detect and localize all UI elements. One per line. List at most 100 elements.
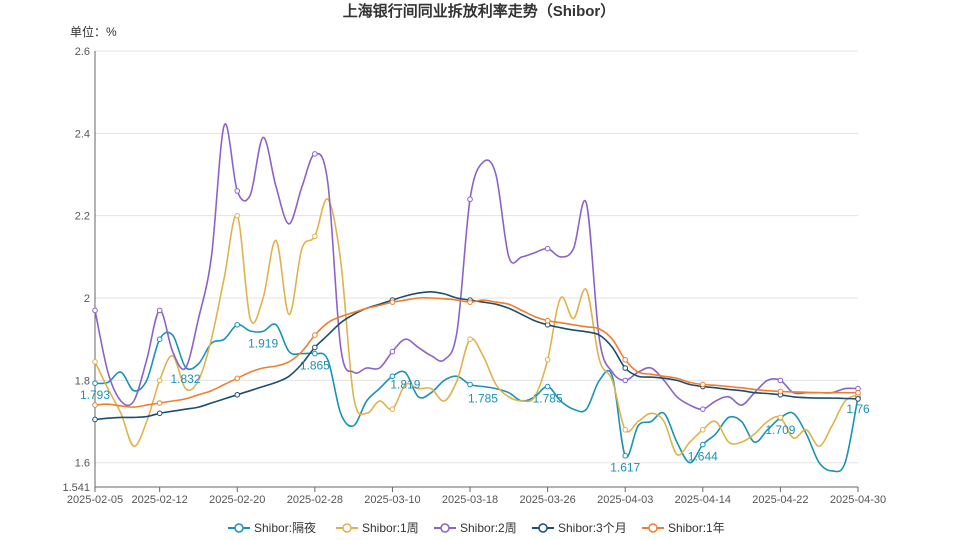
series-point	[156, 377, 163, 384]
series-line-2	[94, 123, 859, 411]
series-point	[467, 299, 473, 305]
series-point	[389, 348, 396, 355]
legend-label: Shibor:2周	[460, 521, 517, 535]
series-point	[467, 336, 473, 342]
series-point	[92, 380, 98, 387]
y-tick-label: 1.541	[62, 482, 90, 494]
series-point	[389, 373, 396, 380]
data-label: 1.644	[688, 450, 718, 464]
series-point	[234, 391, 241, 398]
series-point	[622, 452, 629, 459]
series-point	[622, 356, 629, 363]
series-line-0	[94, 323, 859, 473]
series-point	[92, 359, 98, 365]
series-point	[312, 151, 318, 157]
series-point	[544, 383, 551, 390]
x-tick-label: 2025-04-30	[830, 494, 886, 506]
series-point	[622, 426, 629, 433]
data-label: 1.76	[846, 402, 870, 416]
legend-swatch-marker	[648, 523, 658, 533]
unit-label: 单位：%	[70, 24, 117, 39]
series-point	[156, 400, 163, 406]
series-point	[389, 406, 396, 412]
legend-label: Shibor:1周	[362, 521, 419, 535]
series-point	[544, 317, 551, 324]
series-point	[92, 402, 98, 408]
legend-swatch-marker	[342, 523, 352, 533]
series-point	[234, 321, 241, 328]
series-line-1	[94, 198, 859, 456]
series-point	[156, 410, 163, 417]
x-tick-label: 2025-03-10	[364, 494, 420, 506]
legend-item-1[interactable]: Shibor:1周	[336, 521, 419, 535]
data-label: 1.832	[171, 372, 201, 386]
series-point	[312, 344, 318, 351]
series-point	[544, 356, 551, 363]
data-labels: 1.793 1.832 1.919 1.865 1.819 1.785 1.785 1.617…	[80, 336, 870, 474]
series-point	[622, 365, 629, 371]
series-point	[389, 299, 396, 305]
series-group	[92, 123, 861, 473]
data-label: 1.785	[468, 392, 498, 406]
data-label: 1.709	[765, 423, 795, 437]
series-point	[700, 441, 706, 448]
data-label: 1.785	[533, 392, 563, 406]
series-point	[700, 406, 706, 412]
data-label: 1.793	[80, 388, 110, 402]
series-point	[234, 375, 241, 382]
legend-swatch-marker	[538, 523, 548, 533]
series-point	[234, 212, 241, 219]
series-point	[700, 426, 706, 433]
legend-label: Shibor:3个月	[558, 521, 627, 535]
y-tick-label: 2.6	[75, 46, 90, 58]
series-point	[312, 350, 318, 357]
data-label: 1.865	[300, 359, 330, 373]
y-tick-label: 2.2	[75, 211, 90, 223]
legend-item-3[interactable]: Shibor:3个月	[532, 521, 627, 535]
series-point	[312, 332, 318, 338]
series-point	[467, 196, 473, 203]
legend-item-4[interactable]: Shibor:1年	[642, 521, 725, 535]
x-tick-label: 2025-04-03	[597, 494, 653, 506]
series-point	[700, 381, 706, 388]
series-point	[312, 233, 318, 240]
x-tick-label: 2025-02-28	[287, 494, 343, 506]
series-point	[777, 388, 784, 395]
x-tick-label: 2025-02-12	[132, 494, 188, 506]
series-point	[156, 336, 163, 342]
y-tick-label: 1.6	[75, 458, 90, 470]
chart-title: 上海银行间同业拆放利率走势（Shibor）	[343, 2, 616, 20]
axes: 1.541 1.6 1.8 2 2.2 2.4 2.6 2025-02-05 2025-02-1…	[62, 46, 886, 506]
x-tick-label: 2025-04-14	[675, 494, 731, 506]
legend[interactable]: Shibor:隔夜 Shibor:1周 Shibor:2周 Shibor:3个月 Shi…	[228, 520, 725, 535]
series-point	[467, 381, 473, 388]
data-label: 1.919	[248, 336, 278, 350]
series-point	[777, 414, 784, 421]
series-point	[92, 416, 98, 423]
y-tick-label: 2	[84, 293, 90, 305]
series-point	[234, 188, 241, 194]
x-tick-label: 2025-02-20	[209, 494, 265, 506]
series-point	[92, 307, 98, 314]
x-tick-label: 2025-03-18	[442, 494, 498, 506]
data-label: 1.819	[390, 378, 420, 392]
data-label: 1.617	[610, 461, 640, 475]
series-point	[777, 377, 784, 384]
legend-item-0[interactable]: Shibor:隔夜	[228, 520, 316, 535]
x-tick-label: 2025-04-22	[752, 494, 808, 506]
x-tick-label: 2025-02-05	[67, 494, 123, 506]
x-tick-label: 2025-03-26	[519, 494, 575, 506]
y-tick-label: 2.4	[75, 128, 90, 140]
series-point	[855, 396, 861, 402]
series-point	[855, 389, 861, 396]
series-point	[544, 245, 551, 252]
y-tick-label: 1.8	[75, 375, 90, 387]
legend-label: Shibor:1年	[668, 521, 725, 535]
series-point	[622, 377, 629, 384]
series-point	[156, 307, 163, 314]
legend-swatch-marker	[234, 523, 244, 533]
series-line-4	[94, 297, 858, 408]
legend-item-2[interactable]: Shibor:2周	[434, 521, 517, 535]
legend-swatch-marker	[440, 523, 450, 533]
